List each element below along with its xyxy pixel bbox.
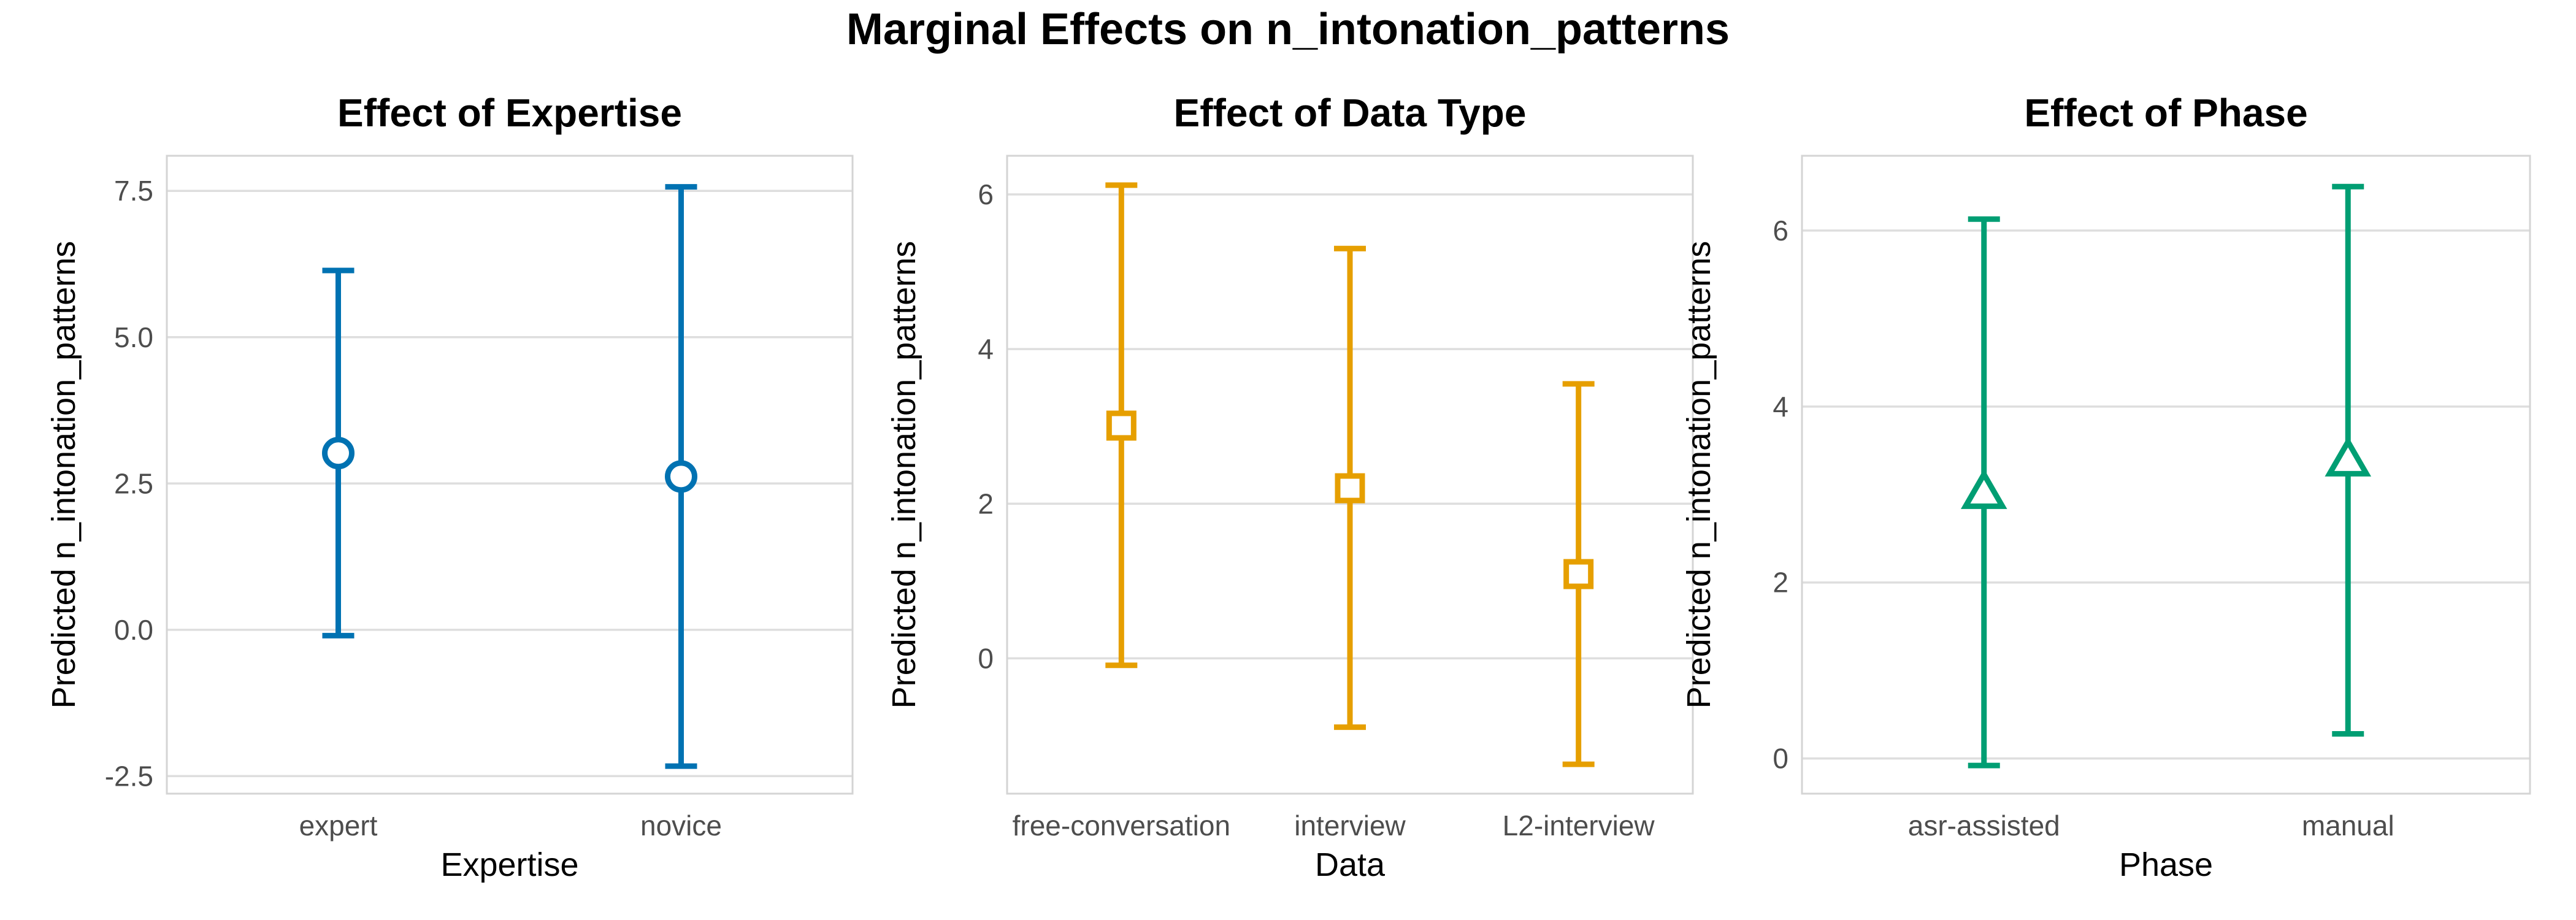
panel-border — [1006, 155, 1694, 795]
y-tick-label: 6 — [1773, 215, 1788, 247]
panel-border — [1801, 155, 2531, 795]
y-tick-label: -2.5 — [105, 760, 153, 792]
x-tick-label: free-conversation — [1013, 810, 1230, 841]
x-axis-title: Data — [1315, 846, 1386, 883]
y-tick-label: 4 — [1773, 391, 1788, 423]
y-tick-label: 4 — [978, 333, 994, 365]
panel-3: 0 2 4 6 Effect of Phase asr-assisted manual Pha… — [1681, 91, 2531, 883]
y-tick-label: 7.5 — [114, 175, 153, 207]
point-marker — [1106, 410, 1137, 441]
x-tick-label: asr-assisted — [1908, 810, 2060, 841]
y-axis-title: Predicted n_intonation_patterns — [1681, 241, 1717, 709]
x-tick-label: manual — [2302, 810, 2394, 841]
panel-1: -2.5 0.0 2.5 5.0 7.5 Effect of Expertise exper… — [45, 91, 854, 883]
point-marker — [1563, 559, 1594, 589]
y-tick-label: 2.5 — [114, 467, 153, 499]
panel-title: Effect of Data Type — [1174, 91, 1527, 135]
x-axis-title: Expertise — [440, 846, 578, 883]
panel-title: Effect of Phase — [2024, 91, 2307, 135]
x-axis-title: Phase — [2119, 846, 2213, 883]
y-axis-title: Predicted n_intonation_patterns — [45, 241, 82, 709]
x-tick-label: novice — [640, 810, 722, 841]
y-axis-title: Predicted n_intonation_patterns — [886, 241, 922, 709]
point-marker — [1335, 473, 1365, 504]
y-tick-label: 0.0 — [114, 614, 153, 646]
point-marker — [322, 437, 355, 470]
x-tick-label: L2-interview — [1503, 810, 1655, 841]
panel-2: 0 2 4 6 Effect of Data Type free-conversation… — [886, 91, 1694, 883]
y-tick-label: 6 — [978, 178, 994, 210]
point-marker — [665, 460, 697, 493]
x-tick-label: interview — [1294, 810, 1406, 841]
y-tick-label: 5.0 — [114, 321, 153, 353]
panels: -2.5 0.0 2.5 5.0 7.5 Effect of Expertise exper… — [45, 91, 2531, 883]
figure-title: Marginal Effects on n_intonation_pattern… — [846, 5, 1730, 54]
point-marker — [2325, 436, 2372, 477]
y-tick-label: 2 — [978, 488, 994, 519]
point-marker — [1960, 469, 2007, 509]
y-tick-label: 2 — [1773, 567, 1788, 599]
x-tick-label: expert — [299, 810, 378, 841]
panel-border — [166, 155, 854, 795]
y-tick-label: 0 — [1773, 743, 1788, 775]
panel-title: Effect of Expertise — [337, 91, 682, 135]
y-tick-label: 0 — [978, 642, 994, 674]
